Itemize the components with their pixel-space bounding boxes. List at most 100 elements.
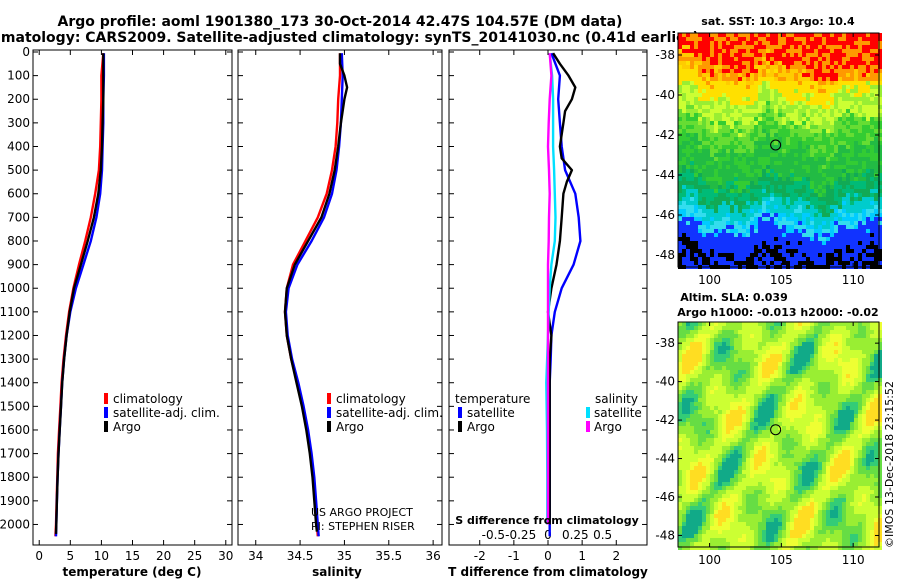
map-cell — [734, 322, 738, 326]
map-cell — [698, 101, 702, 105]
map-cell — [746, 418, 750, 422]
map-cell — [726, 41, 730, 45]
map-cell — [762, 57, 766, 61]
map-cell — [742, 237, 746, 241]
map-cell — [718, 89, 722, 93]
difference-legend-temperature: temperature satellite Argo — [455, 392, 530, 434]
map-cell — [838, 350, 842, 354]
map-cell — [806, 330, 810, 334]
map-cell — [738, 157, 742, 161]
map-cell — [706, 330, 710, 334]
map-cell — [790, 177, 794, 181]
map-cell — [798, 406, 802, 410]
map-cell — [794, 125, 798, 129]
map-cell — [690, 53, 694, 57]
map-cell — [690, 221, 694, 225]
map-cell — [686, 41, 690, 45]
map-cell — [750, 450, 754, 454]
map-cell — [870, 261, 874, 265]
map-cell — [742, 418, 746, 422]
map-cell — [682, 382, 686, 386]
map-cell — [794, 97, 798, 101]
map-cell — [710, 69, 714, 73]
map-cell — [818, 430, 822, 434]
map-cell — [750, 233, 754, 237]
map-cell — [786, 57, 790, 61]
map-cell — [746, 406, 750, 410]
map-cell — [814, 217, 818, 221]
map-cell — [878, 49, 882, 53]
map-cell — [778, 370, 782, 374]
map-cell — [754, 346, 758, 350]
map-cell — [846, 422, 850, 426]
map-cell — [858, 137, 862, 141]
map-cell — [802, 49, 806, 53]
map-cell — [722, 125, 726, 129]
map-cell — [802, 370, 806, 374]
map-cell — [706, 93, 710, 97]
map-cell — [734, 253, 738, 257]
map-cell — [766, 350, 770, 354]
map-cell — [818, 177, 822, 181]
map-cell — [718, 141, 722, 145]
map-cell — [862, 77, 866, 81]
map-cell — [870, 241, 874, 245]
map-cell — [714, 85, 718, 89]
map-cell — [838, 245, 842, 249]
map-cell — [822, 41, 826, 45]
map-cell — [858, 410, 862, 414]
map-cell — [842, 350, 846, 354]
map-cell — [738, 129, 742, 133]
map-cell — [866, 129, 870, 133]
map-cell — [726, 145, 730, 149]
map-cell — [862, 410, 866, 414]
map-cell — [806, 33, 810, 37]
map-cell — [730, 89, 734, 93]
map-cell — [862, 213, 866, 217]
map-cell — [706, 125, 710, 129]
map-cell — [710, 237, 714, 241]
map-cell — [834, 77, 838, 81]
map-cell — [770, 141, 774, 145]
map-cell — [838, 430, 842, 434]
map-cell — [806, 113, 810, 117]
map-cell — [858, 85, 862, 89]
map-cell — [710, 193, 714, 197]
map-cell — [798, 197, 802, 201]
map-cell — [690, 73, 694, 77]
map-cell — [730, 33, 734, 37]
map-cell — [702, 418, 706, 422]
map-cell — [686, 97, 690, 101]
map-cell — [822, 129, 826, 133]
map-cell — [826, 237, 830, 241]
map-cell — [682, 237, 686, 241]
map-cell — [862, 137, 866, 141]
map-cell — [706, 141, 710, 145]
map-cell — [830, 109, 834, 113]
map-cell — [782, 33, 786, 37]
map-cell — [854, 213, 858, 217]
map-cell — [718, 394, 722, 398]
map-cell — [702, 165, 706, 169]
map-cell — [842, 189, 846, 193]
map-cell — [878, 65, 882, 69]
map-cell — [806, 378, 810, 382]
map-cell — [838, 161, 842, 165]
map-cell — [798, 37, 802, 41]
map-cell — [834, 117, 838, 121]
map-cell — [854, 358, 858, 362]
map-cell — [854, 109, 858, 113]
map-cell — [714, 370, 718, 374]
map-cell — [730, 330, 734, 334]
map-cell — [794, 57, 798, 61]
map-cell — [818, 398, 822, 402]
map-cell — [782, 362, 786, 366]
map-cell — [770, 430, 774, 434]
map-cell — [798, 366, 802, 370]
map-cell — [814, 406, 818, 410]
map-cell — [702, 330, 706, 334]
map-cell — [790, 414, 794, 418]
map-cell — [714, 97, 718, 101]
map-cell — [826, 61, 830, 65]
map-cell — [802, 229, 806, 233]
